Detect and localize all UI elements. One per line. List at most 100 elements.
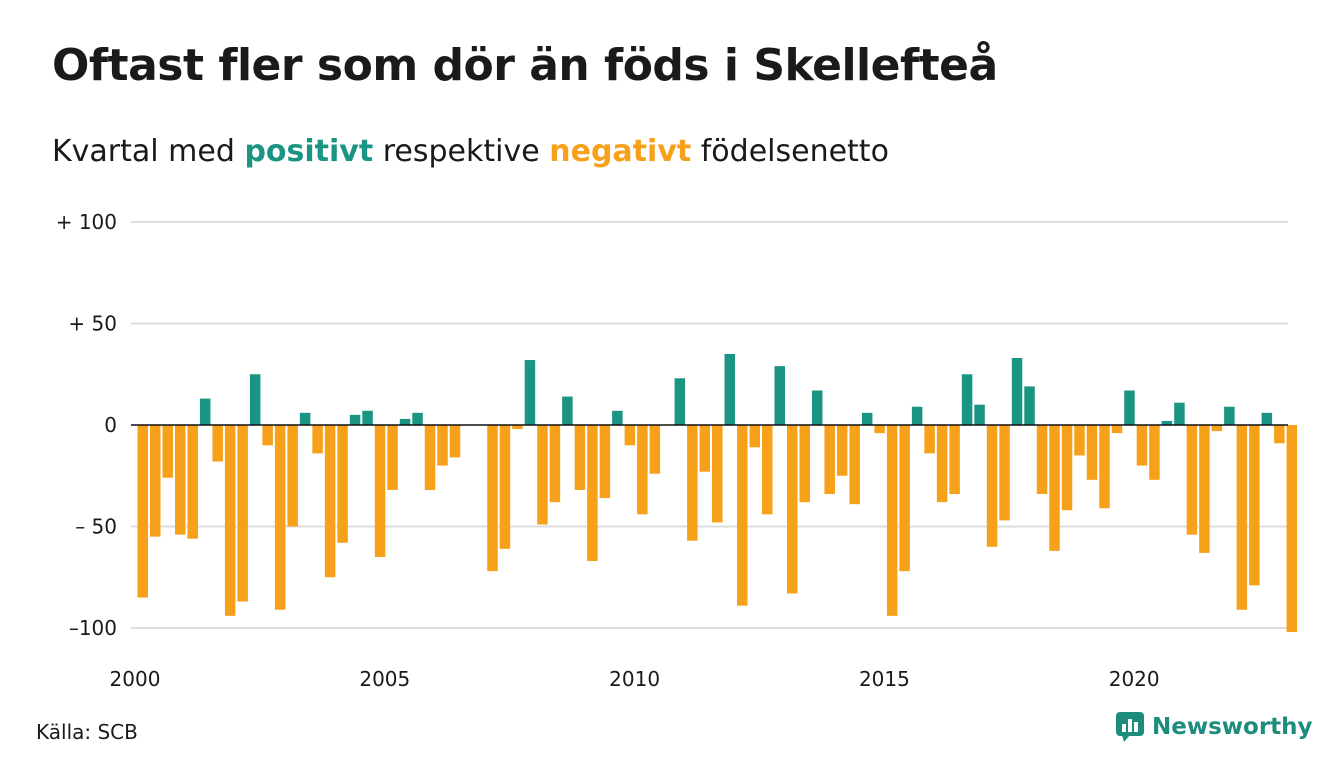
bar-positive [774, 366, 785, 425]
subtitle-text-after: födelsenetto [700, 134, 889, 169]
x-tick-label: 2005 [359, 667, 410, 691]
bar-negative [712, 425, 723, 523]
bar-positive [724, 353, 736, 425]
bar-negative [1136, 425, 1148, 466]
bar-negative [999, 425, 1010, 521]
bar-positive [362, 410, 373, 425]
bar-negative [624, 425, 636, 446]
bar-negative [337, 425, 348, 543]
bar-negative [324, 425, 336, 578]
x-tick-label: 2020 [1109, 667, 1160, 691]
bar-negative [512, 425, 523, 430]
bar-negative [549, 425, 561, 503]
bar-negative [786, 425, 798, 594]
bar-negative [174, 425, 186, 535]
source-note: Källa: SCB [36, 720, 138, 744]
newsworthy-chart-icon [1116, 712, 1144, 742]
bar-negative [212, 425, 223, 462]
bar-negative [599, 425, 611, 499]
bar-positive [349, 414, 361, 425]
subtitle-positive-label: positivt [244, 134, 374, 169]
bar-negative [274, 425, 286, 610]
subtitle-negative-label: negativt [549, 134, 692, 169]
bar-negative [1086, 425, 1098, 480]
bar-negative [936, 425, 948, 503]
bar-negative [1074, 425, 1085, 456]
bar-negative [687, 425, 698, 541]
bar-negative [1211, 425, 1223, 432]
y-tick-label: + 100 [56, 210, 117, 234]
bar-negative [537, 425, 548, 525]
bar-positive [911, 406, 923, 425]
x-tick-label: 2000 [110, 667, 161, 691]
bar-positive [399, 418, 411, 425]
bar-positive [199, 398, 211, 425]
bar-negative [1099, 425, 1110, 509]
bar-positive [249, 374, 261, 425]
bar-negative [1274, 425, 1285, 444]
bar-negative [849, 425, 860, 505]
bar-negative [224, 425, 236, 616]
bar-negative [874, 425, 885, 434]
y-tick-label: – 50 [75, 515, 117, 539]
bar-negative [387, 425, 398, 490]
bar-negative [312, 425, 323, 454]
bar-negative [237, 425, 248, 602]
bar-negative [799, 425, 810, 503]
bar-negative [424, 425, 436, 490]
bar-negative [574, 425, 586, 490]
bar-positive [524, 360, 536, 425]
bar-negative [637, 425, 648, 515]
bar-negative [487, 425, 498, 572]
bar-positive [1024, 386, 1035, 425]
bar-negative [1199, 425, 1210, 553]
bar-negative [437, 425, 448, 466]
bar-negative [1149, 425, 1160, 480]
bar-negative [287, 425, 298, 527]
bar-negative [886, 425, 898, 616]
bar-negative [699, 425, 711, 472]
bar-negative [924, 425, 935, 454]
bar-positive [674, 378, 686, 425]
bar-positive [1174, 402, 1185, 425]
bar-positive [612, 410, 623, 425]
bar-positive [974, 404, 985, 425]
bar-negative [737, 425, 748, 606]
bar-positive [1124, 390, 1135, 425]
chart-title: Oftast fler som dör än föds i Skellefteå [52, 40, 998, 91]
y-tick-label: 0 [104, 413, 117, 437]
bar-negative [587, 425, 598, 562]
chart-subtitle: Kvartal med positivt respektive negativt… [52, 134, 889, 169]
bar-negative [836, 425, 848, 476]
bar-negative [1111, 425, 1123, 434]
bar-negative [1186, 425, 1198, 535]
bar-positive [412, 412, 423, 425]
bar-positive [1011, 358, 1023, 425]
y-tick-label: –100 [69, 616, 117, 640]
bar-negative [137, 425, 148, 598]
bar-positive [1261, 412, 1273, 425]
bar-positive [299, 412, 311, 425]
bar-negative [1036, 425, 1048, 495]
bar-negative [899, 425, 910, 572]
bar-negative [149, 425, 161, 537]
bar-negative [949, 425, 960, 495]
bar-negative [262, 425, 273, 446]
bar-negative [762, 425, 773, 515]
bar-positive [1161, 420, 1173, 425]
bar-negative [1061, 425, 1073, 511]
logo-text: Newsworthy [1152, 714, 1313, 740]
bar-negative [824, 425, 835, 495]
bar-negative [187, 425, 198, 539]
bar-positive [1224, 406, 1235, 425]
newsworthy-logo: Newsworthy [1116, 712, 1313, 742]
bar-negative [1286, 425, 1298, 633]
bar-negative [1049, 425, 1060, 551]
x-tick-label: 2015 [859, 667, 910, 691]
bar-negative [649, 425, 661, 474]
bar-positive [861, 412, 873, 425]
bar-negative [1249, 425, 1260, 586]
bar-negative [749, 425, 761, 448]
bar-negative [374, 425, 386, 557]
